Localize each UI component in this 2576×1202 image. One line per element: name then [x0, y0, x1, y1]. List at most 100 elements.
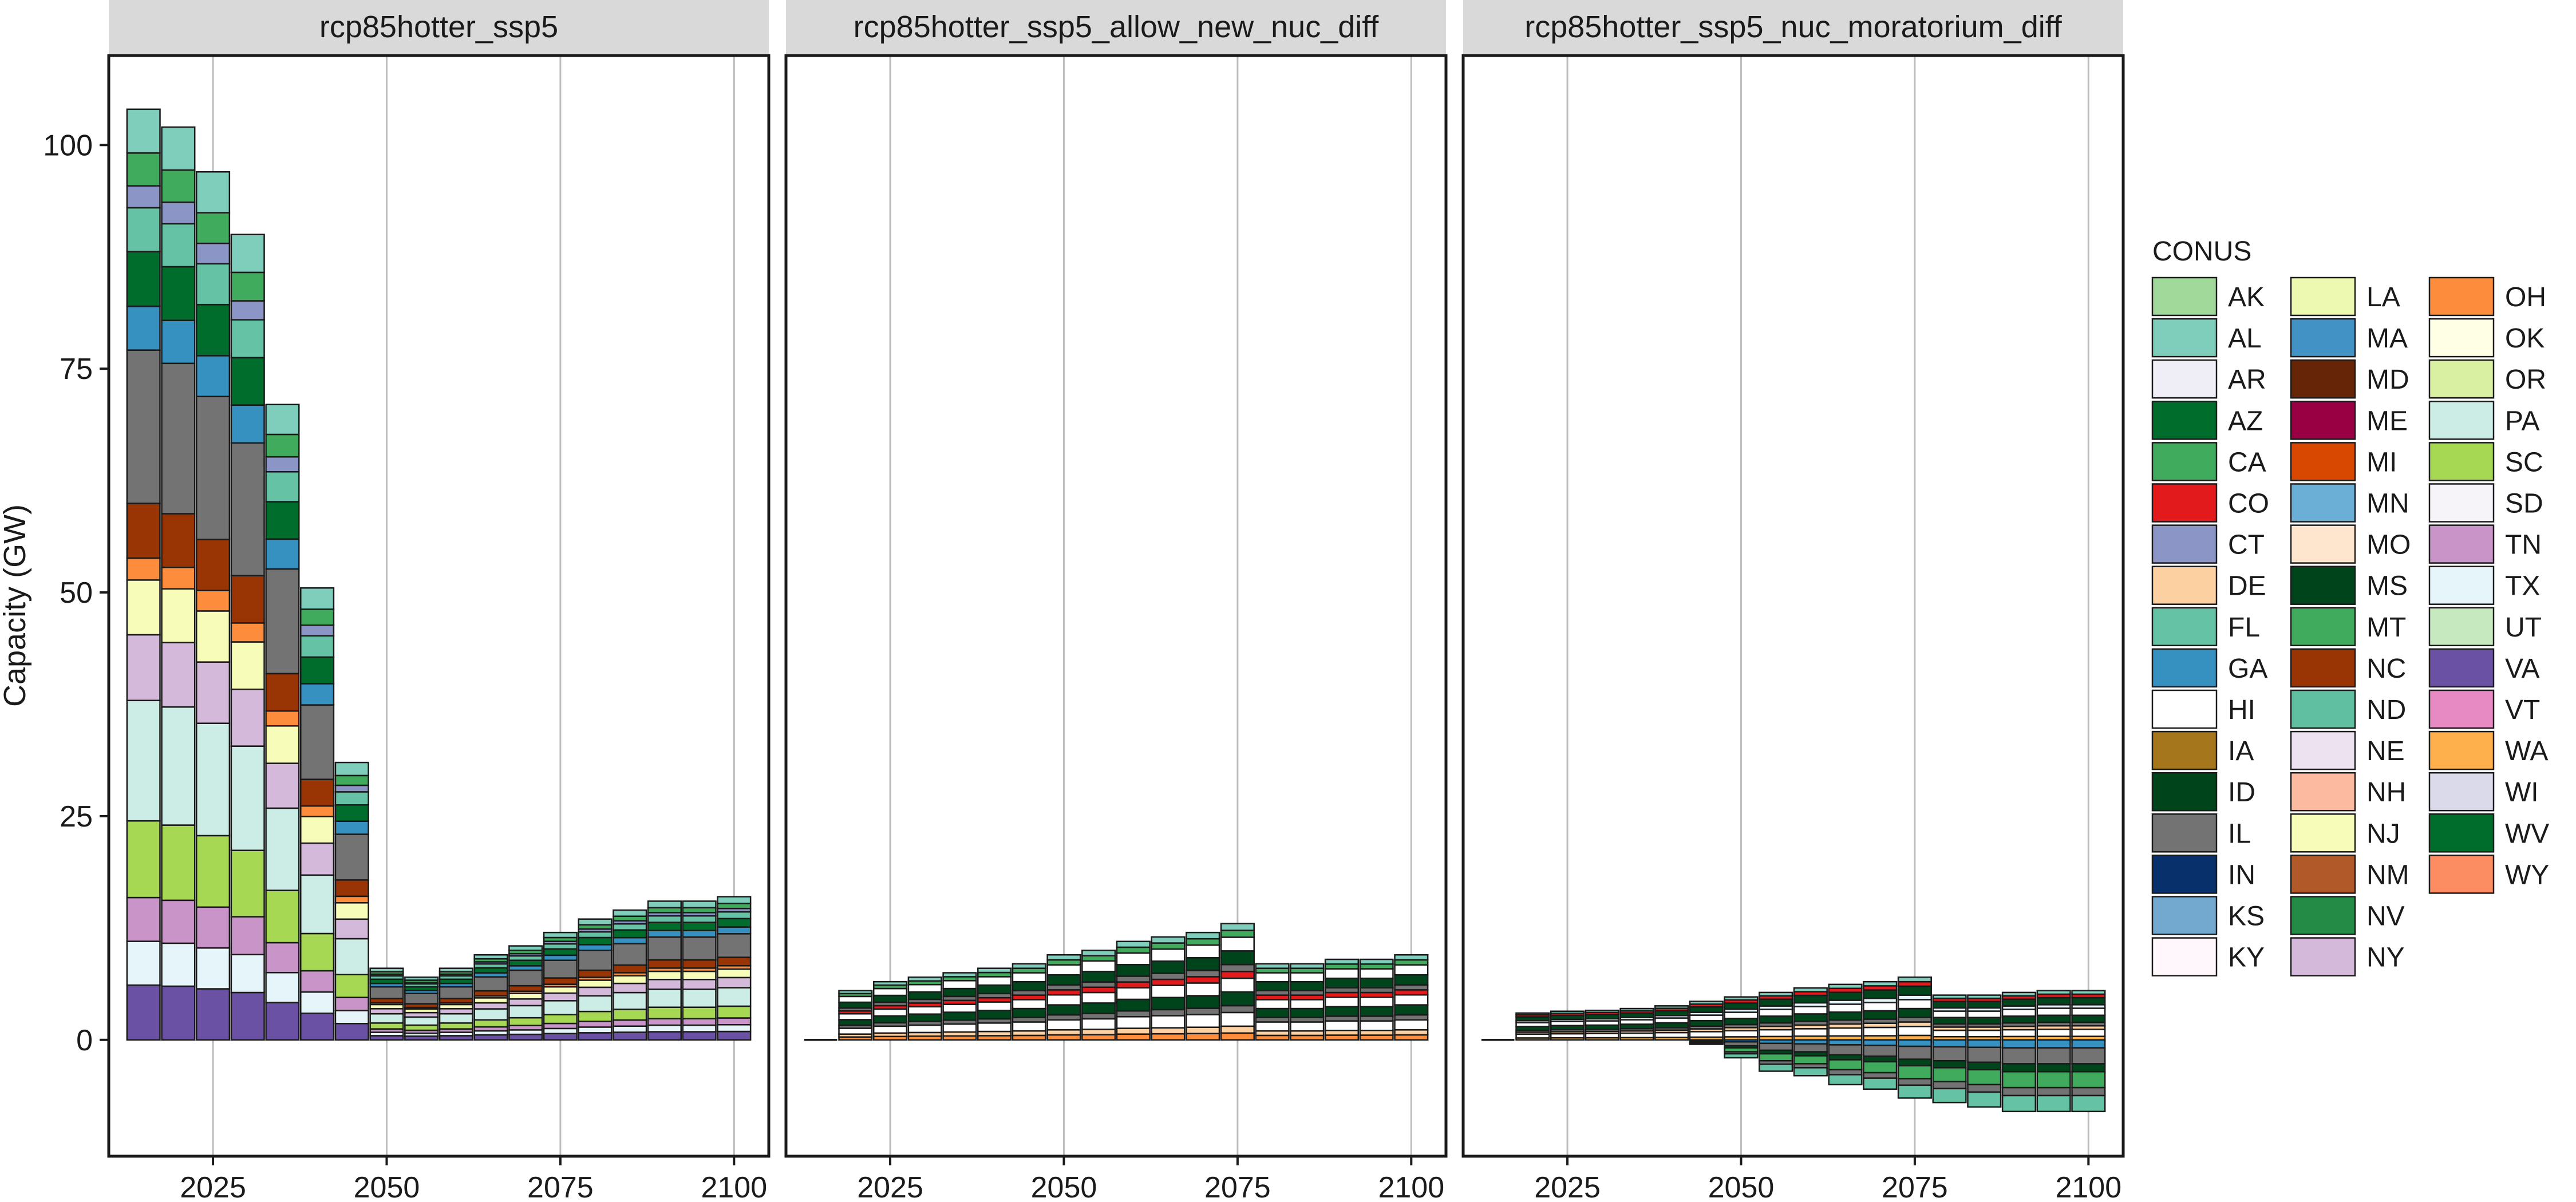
- bar-segment-ms: [907, 991, 942, 1001]
- bar-2075: [543, 931, 578, 1041]
- bar-segment-ct: [230, 300, 265, 321]
- bar-segment-al: [508, 945, 543, 951]
- bar-segment-hi: [1290, 972, 1325, 983]
- legend: CONUS AK AL AR AZ CA CO CT DE FL GA HI IA ID IL IN KS KY…: [2151, 236, 2549, 976]
- bar-segment-ny: [473, 1002, 508, 1010]
- bar-segment-oh: [126, 557, 161, 581]
- bar-segment-hi: [942, 980, 977, 990]
- bar-segment-ms: [1793, 1013, 1828, 1022]
- legend-key-nv: [2290, 896, 2356, 935]
- legend-label-ca: CA: [2228, 447, 2266, 477]
- bar-segment-hi: [1046, 1019, 1081, 1031]
- bar-segment-hi: [1116, 1016, 1151, 1029]
- bar-segment-tx: [300, 991, 335, 1014]
- bar-segment-ga: [578, 944, 613, 951]
- bar-segment-nj: [647, 970, 682, 980]
- bar-segment-oh: [1046, 1034, 1081, 1041]
- bar-segment-il: [1863, 1071, 1898, 1079]
- legend-entry-ny: NY: [2290, 937, 2405, 976]
- bar-segment-hi: [1081, 991, 1116, 1004]
- bar-segment-tn: [578, 1021, 613, 1028]
- legend-entry-wy: WY: [2428, 855, 2549, 894]
- bar-segment-ga: [2036, 1039, 2071, 1049]
- legend-key-ny: [2290, 937, 2356, 976]
- x-tick-label-2050: 2050: [1031, 1171, 1097, 1202]
- legend-entry-il: IL: [2151, 813, 2251, 853]
- bar-segment-ms: [1828, 1054, 1863, 1061]
- legend-entry-ma: MA: [2290, 318, 2408, 358]
- bar-segment-ms: [1932, 1001, 1967, 1009]
- bar-segment-va: [161, 985, 196, 1041]
- bar-segment-ms: [2036, 1014, 2071, 1023]
- legend-key-ak: [2151, 276, 2218, 317]
- bar-segment-az: [647, 922, 682, 931]
- bar-segment-va: [543, 1033, 578, 1041]
- legend-entry-la: LA: [2290, 276, 2400, 317]
- bar-segment-al: [1585, 1009, 1619, 1014]
- bar-2050: [1046, 954, 1081, 1041]
- bar-segment-hi: [1689, 1014, 1724, 1022]
- bar-segment-sc: [195, 835, 231, 908]
- bar-segment-tx: [195, 947, 231, 990]
- bar-segment-sc: [265, 889, 300, 944]
- bar-segment-il: [1863, 1045, 1898, 1057]
- bar-segment-ga: [300, 683, 335, 706]
- bar-segment-nc: [161, 513, 196, 568]
- bar-segment-ms: [1689, 1019, 1724, 1027]
- bar-2060: [438, 967, 473, 1041]
- bar-segment-ms: [1151, 960, 1186, 974]
- bar-segment-ga: [682, 930, 717, 938]
- bar-segment-sc: [647, 1006, 682, 1019]
- bar-segment-ms: [1081, 1002, 1116, 1015]
- bar-segment-ca: [2071, 1071, 2106, 1089]
- bar-segment-fl: [1689, 1042, 1724, 1045]
- bar-segment-ga: [126, 305, 161, 351]
- bar-segment-ny: [369, 1008, 404, 1015]
- bar-segment-al: [334, 761, 369, 777]
- bar-segment-il: [1828, 1044, 1863, 1056]
- bar-segment-tn: [682, 1018, 717, 1026]
- bar-segment-il: [1932, 1081, 1967, 1090]
- bar-segment-al: [1116, 940, 1151, 948]
- legend-title: CONUS: [2152, 236, 2251, 267]
- bar-segment-ca: [1863, 1061, 1898, 1074]
- bar-segment-hi: [1828, 1003, 1863, 1013]
- bar-segment-al: [1828, 983, 1863, 989]
- bar-segment-az: [543, 948, 578, 956]
- legend-entry-mi: MI: [2290, 442, 2397, 481]
- bar-segment-ca: [717, 903, 752, 910]
- bar-segment-hi: [907, 1006, 942, 1015]
- legend-label-me: ME: [2366, 406, 2408, 436]
- bar-2070: [1186, 931, 1220, 1041]
- legend-key-tx: [2428, 566, 2495, 605]
- bar-segment-pa: [473, 1008, 508, 1021]
- bar-segment-ga: [2071, 1039, 2106, 1049]
- bar-segment-ca: [1046, 959, 1081, 966]
- legend-entry-vt: VT: [2428, 689, 2540, 729]
- bar-segment-hi: [907, 1024, 942, 1034]
- bar-segment-ms: [1394, 1004, 1429, 1016]
- legend-entry-nc: NC: [2290, 648, 2406, 688]
- bar-segment-sc: [369, 1022, 404, 1030]
- bar-segment-ms: [872, 1015, 908, 1024]
- legend-entry-id: ID: [2151, 772, 2255, 812]
- facet-strip: [1463, 0, 2123, 56]
- bar-segment-il: [1759, 1042, 1793, 1051]
- legend-key-nj: [2290, 813, 2356, 853]
- bar-segment-nj: [300, 816, 335, 844]
- bar-segment-pa: [508, 1005, 543, 1019]
- legend-entry-me: ME: [2290, 401, 2408, 440]
- bar-segment-ga: [1863, 1039, 1898, 1046]
- bar-segment-ms: [1290, 1007, 1325, 1018]
- bar-segment-il: [1828, 1069, 1863, 1076]
- bar-segment-ca: [1081, 955, 1116, 962]
- bar-segment-ms: [1151, 997, 1186, 1011]
- bar-segment-hi: [1255, 1021, 1290, 1032]
- bar-segment-al: [543, 931, 578, 939]
- bar-2085: [1967, 994, 2002, 1108]
- bar-segment-tn: [334, 997, 369, 1011]
- bar-segment-hi: [1932, 1010, 1967, 1018]
- bar-segment-sc: [508, 1017, 543, 1026]
- legend-entry-ms: MS: [2290, 566, 2408, 605]
- bar-segment-il: [230, 442, 265, 576]
